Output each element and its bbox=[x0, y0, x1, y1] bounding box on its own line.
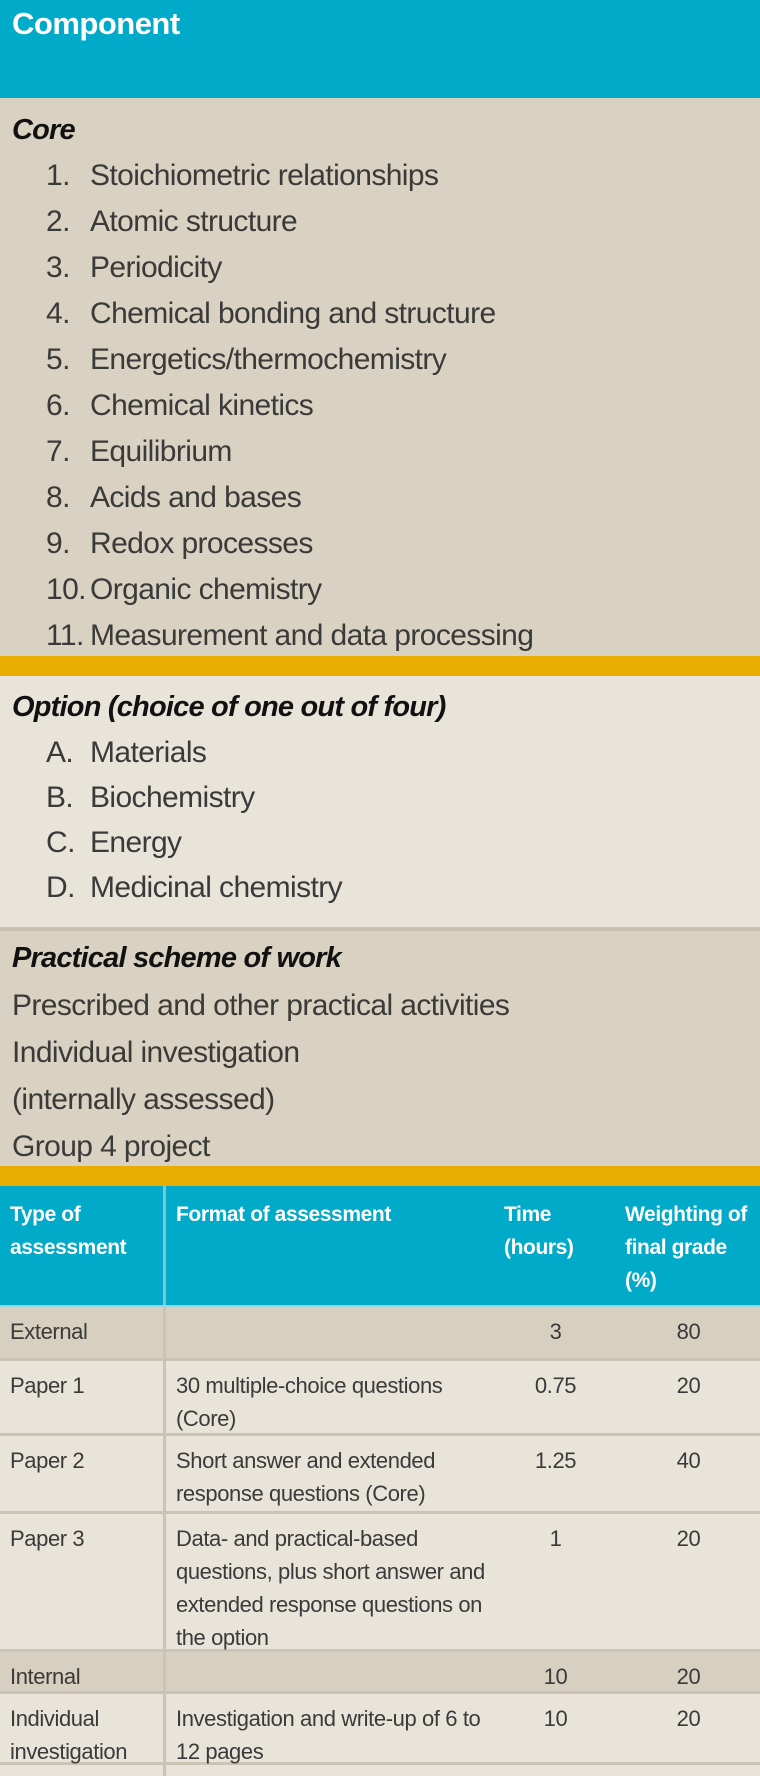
item-label: Equilibrium bbox=[90, 435, 232, 468]
item-number: 10. bbox=[46, 573, 87, 606]
list-item: 3. Periodicity bbox=[0, 245, 760, 291]
header-type: Type of assessment bbox=[0, 1186, 166, 1305]
list-item: B. Biochemistry bbox=[0, 775, 760, 820]
cell-weight: 20 bbox=[676, 1526, 701, 1551]
item-label: Periodicity bbox=[90, 251, 222, 284]
item-number: 5. bbox=[46, 343, 70, 376]
item-number: 8. bbox=[46, 481, 70, 514]
cell-type: Paper 3 bbox=[0, 1514, 166, 1662]
divider-line bbox=[0, 927, 760, 931]
list-item: 1. Stoichiometric relationships bbox=[0, 153, 760, 199]
cell-type: Paper 1 bbox=[0, 1361, 166, 1443]
item-number: 6. bbox=[46, 389, 70, 422]
table-row: Paper 2 Short answer and extended respons… bbox=[0, 1436, 760, 1518]
item-number: B. bbox=[46, 781, 74, 814]
item-number: 3. bbox=[46, 251, 70, 284]
item-label: Medicinal chemistry bbox=[90, 871, 343, 904]
assessment-table: Type of assessment Format of assessment … bbox=[0, 1186, 760, 1776]
table-row: External 3 80 bbox=[0, 1307, 760, 1361]
list-item: 5. Energetics/thermochemistry bbox=[0, 337, 760, 383]
cell-type: Internal bbox=[0, 1652, 166, 1701]
option-title: Option (choice of one out of four) bbox=[12, 691, 446, 723]
practical-line: Individual investigation bbox=[12, 1036, 300, 1069]
cell-format: Short answer and extended response quest… bbox=[176, 1448, 436, 1506]
cell-time: 0.75 bbox=[534, 1373, 577, 1398]
item-label: Stoichiometric relationships bbox=[90, 159, 439, 192]
table-row: Paper 3 Data- and practical-based questio… bbox=[0, 1514, 760, 1662]
practical-line: (internally assessed) bbox=[12, 1083, 275, 1116]
header-weighting: Weighting of final grade (%) bbox=[625, 1203, 747, 1292]
core-section: Core 1. Stoichiometric relationships 2. Ato… bbox=[0, 98, 760, 656]
item-number: 9. bbox=[46, 527, 70, 560]
cell-time: 10 bbox=[543, 1706, 568, 1731]
divider-band bbox=[0, 656, 760, 676]
cell-type: Individual investigation bbox=[0, 1694, 166, 1776]
cell-time: 1.25 bbox=[534, 1448, 577, 1473]
cell-weight: 80 bbox=[676, 1319, 701, 1344]
cell-weight: 20 bbox=[676, 1706, 701, 1731]
list-item: A. Materials bbox=[0, 730, 760, 775]
practical-line: Prescribed and other practical activitie… bbox=[12, 989, 510, 1022]
cell-format: Data- and practical-based questions, plu… bbox=[176, 1526, 485, 1650]
list-item: 8. Acids and bases bbox=[0, 475, 760, 521]
item-label: Measurement and data processing bbox=[90, 619, 534, 652]
divider-band bbox=[0, 1166, 760, 1186]
core-title: Core bbox=[12, 114, 76, 146]
cell-type: Paper 2 bbox=[0, 1436, 166, 1518]
item-label: Chemical bonding and structure bbox=[90, 297, 496, 330]
table-row: Paper 1 30 multiple-choice questions (Cor… bbox=[0, 1361, 760, 1443]
table-header-row: Type of assessment Format of assessment … bbox=[0, 1186, 760, 1307]
header-format: Format of assessment bbox=[176, 1203, 391, 1226]
practical-line: Group 4 project bbox=[12, 1130, 210, 1163]
item-label: Energy bbox=[90, 826, 182, 859]
practical-section: Practical scheme of work Prescribed and … bbox=[0, 931, 760, 1166]
item-label: Acids and bases bbox=[90, 481, 302, 514]
cell-time: 1 bbox=[549, 1526, 562, 1551]
item-label: Redox processes bbox=[90, 527, 313, 560]
item-number: C. bbox=[46, 826, 75, 859]
cell-format: 30 multiple-choice questions (Core) bbox=[176, 1373, 443, 1431]
list-item: 11. Measurement and data processing bbox=[0, 613, 760, 659]
cell-format bbox=[166, 1307, 494, 1358]
list-item: 10. Organic chemistry bbox=[0, 567, 760, 613]
item-label: Chemical kinetics bbox=[90, 389, 314, 422]
header-time: Time (hours) bbox=[504, 1203, 574, 1259]
list-item: 6. Chemical kinetics bbox=[0, 383, 760, 429]
item-number: 7. bbox=[46, 435, 70, 468]
practical-title: Practical scheme of work bbox=[12, 942, 342, 974]
list-item: 4. Chemical bonding and structure bbox=[0, 291, 760, 337]
list-item: 9. Redox processes bbox=[0, 521, 760, 567]
item-number: 1. bbox=[46, 159, 70, 192]
table-row: Internal 10 20 bbox=[0, 1652, 760, 1701]
header-title: Component bbox=[12, 6, 180, 41]
option-section: Option (choice of one out of four) A. Mat… bbox=[0, 676, 760, 927]
component-header: Component bbox=[0, 0, 760, 98]
cell-time: 3 bbox=[549, 1319, 562, 1344]
item-label: Energetics/thermochemistry bbox=[90, 343, 447, 376]
list-item: C. Energy bbox=[0, 820, 760, 865]
cell-time: 10 bbox=[543, 1664, 568, 1689]
table-row: Individual investigation Investigation an… bbox=[0, 1694, 760, 1776]
list-item: 2. Atomic structure bbox=[0, 199, 760, 245]
item-number: 2. bbox=[46, 205, 70, 238]
item-number: 4. bbox=[46, 297, 70, 330]
item-label: Atomic structure bbox=[90, 205, 298, 238]
cell-weight: 20 bbox=[676, 1664, 701, 1689]
item-number: D. bbox=[46, 871, 75, 904]
item-label: Organic chemistry bbox=[90, 573, 322, 606]
cell-weight: 40 bbox=[676, 1448, 701, 1473]
item-label: Materials bbox=[90, 736, 207, 769]
cell-type: External bbox=[0, 1307, 166, 1358]
list-item: D. Medicinal chemistry bbox=[0, 865, 760, 910]
item-label: Biochemistry bbox=[90, 781, 255, 814]
list-item: 7. Equilibrium bbox=[0, 429, 760, 475]
item-number: 11. bbox=[46, 619, 84, 652]
cell-format: Investigation and write-up of 6 to 12 pa… bbox=[176, 1706, 481, 1764]
item-number: A. bbox=[46, 736, 74, 769]
cell-weight: 20 bbox=[676, 1373, 701, 1398]
